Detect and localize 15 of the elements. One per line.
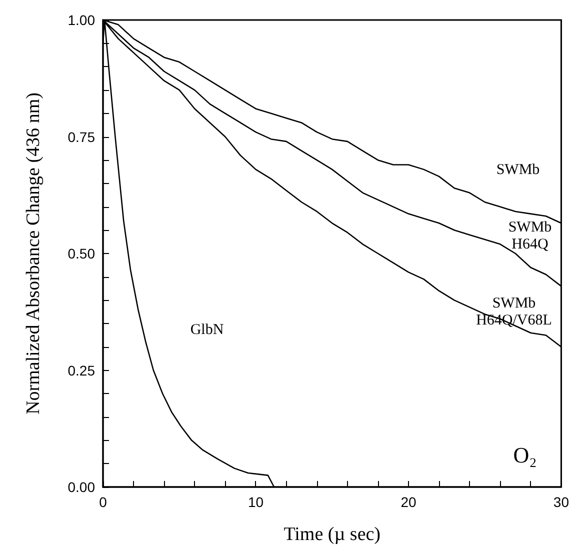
x-axis-title: Time (µ sec) <box>284 524 381 545</box>
x-tick-label: 20 <box>400 494 416 510</box>
annotation: SWMb H64Q <box>508 220 552 252</box>
x-tick-label: 0 <box>99 494 108 510</box>
y-tick-label: 0.50 <box>68 246 96 262</box>
y-tick-label: 0.25 <box>68 362 96 378</box>
x-tick-label: 10 <box>248 494 264 510</box>
y-axis-title: Normalized Absorbance Change (436 nm) <box>23 92 44 414</box>
x-tick-label: 30 <box>553 494 570 510</box>
annotation: GlbN <box>190 322 224 338</box>
y-tick-label: 0.00 <box>68 479 96 495</box>
annotation: O₂ <box>513 442 537 468</box>
y-tick-label: 1.00 <box>68 12 96 28</box>
annotation: SWMb <box>496 162 540 178</box>
y-tick-label: 0.75 <box>68 128 96 145</box>
